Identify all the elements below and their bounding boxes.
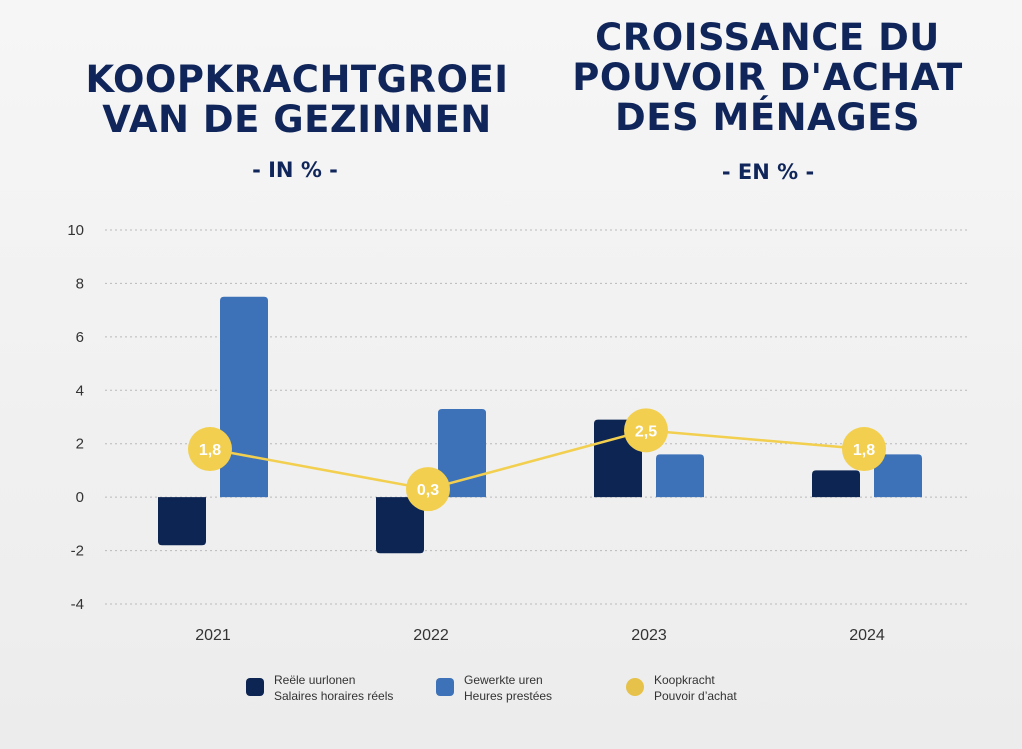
legend-label-nl: Koopkracht	[654, 673, 715, 687]
y-tick-label: 6	[76, 329, 84, 346]
bar-real-wages	[376, 497, 424, 554]
point-purchasing-power	[188, 427, 232, 472]
point-purchasing-power	[842, 427, 886, 472]
data-label-purchasing-power: 1,8	[199, 442, 221, 459]
bar-hours-worked	[220, 296, 268, 498]
chart-title-dutch-line: KOOPKRACHTGROEI	[85, 58, 509, 101]
bar-hours-worked	[438, 408, 486, 498]
y-tick-label: -4	[71, 596, 84, 613]
bar-real-wages	[812, 470, 860, 498]
data-label-purchasing-power: 0,3	[417, 482, 439, 499]
y-tick-label: -2	[71, 543, 84, 560]
x-tick-label: 2022	[413, 627, 449, 644]
legend-label-fr: Pouvoir d’achat	[654, 689, 737, 703]
chart-legend: Reële uurlonen Salaires horaires réels G…	[0, 672, 1022, 712]
y-tick-label: 0	[76, 489, 84, 506]
x-tick-label: 2021	[195, 627, 231, 644]
legend-label-hours-worked: Gewerkte uren Heures prestées	[464, 672, 552, 704]
bar-hours-worked	[874, 454, 922, 498]
legend-label-fr: Salaires horaires réels	[274, 689, 394, 703]
x-tick-label: 2024	[849, 627, 885, 644]
chart-title-dutch: KOOPKRACHTGROEI VAN DE GEZINNEN	[60, 60, 534, 140]
legend-label-real-wages: Reële uurlonen Salaires horaires réels	[274, 672, 393, 704]
legend-swatch-purchasing-power	[626, 678, 644, 696]
legend-label-nl: Reële uurlonen	[274, 673, 356, 687]
legend-label-nl: Gewerkte uren	[464, 673, 543, 687]
y-tick-label: 2	[76, 436, 84, 453]
y-tick-label: 10	[67, 222, 84, 239]
unit-label-dutch: - IN % -	[252, 158, 338, 182]
chart-title-french-line: CROISSANCE DU	[595, 16, 940, 59]
point-purchasing-power	[624, 408, 668, 453]
data-label-purchasing-power: 2,5	[635, 423, 657, 440]
y-tick-label: 8	[76, 275, 84, 292]
legend-swatch-real-wages	[246, 678, 264, 696]
line-purchasing-power	[209, 429, 865, 491]
bar-real-wages	[158, 497, 206, 546]
chart-title-french-line: POUVOIR D'ACHAT	[572, 55, 963, 99]
bar-hours-worked	[656, 454, 704, 498]
x-tick-label: 2023	[631, 627, 667, 644]
chart-title-dutch-line: VAN DE GEZINNEN	[102, 97, 492, 141]
y-tick-label: 4	[76, 382, 84, 399]
legend-label-purchasing-power: Koopkracht Pouvoir d’achat	[654, 672, 737, 704]
data-label-purchasing-power: 1,8	[853, 442, 875, 459]
chart-title-french: CROISSANCE DU POUVOIR D'ACHAT DES MÉNAGE…	[540, 18, 995, 138]
legend-swatch-hours-worked	[436, 678, 454, 696]
unit-label-french: - EN % -	[721, 160, 815, 184]
legend-label-fr: Heures prestées	[464, 689, 553, 703]
point-purchasing-power	[406, 467, 450, 512]
chart-title-french-line: DES MÉNAGES	[614, 95, 920, 139]
